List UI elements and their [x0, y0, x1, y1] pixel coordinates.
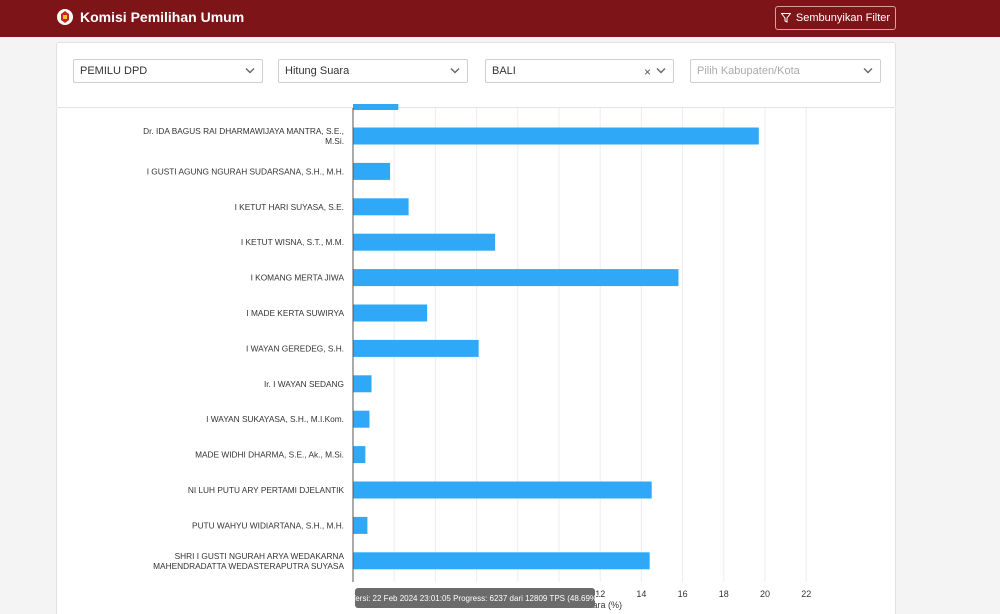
category-label: I KOMANG MERTA JIWA	[251, 273, 345, 283]
category-label: PUTU WAHYU WIDIARTANA, S.H., M.H.	[192, 520, 344, 530]
bar	[353, 233, 496, 251]
chevron-down-icon	[863, 68, 873, 74]
province-select-value: BALI	[492, 65, 516, 77]
bar	[353, 481, 652, 499]
election-select-value: PEMILU DPD	[80, 65, 148, 77]
category-label: I WAYAN GEREDEG, S.H.	[246, 343, 344, 353]
category-label: SHRI I GUSTI NGURAH ARYA WEDAKARNA	[175, 551, 345, 561]
province-select[interactable]: BALI ×	[485, 59, 674, 83]
regency-select-placeholder: Pilih Kabupaten/Kota	[697, 65, 800, 77]
filter-icon	[780, 13, 791, 23]
x-tick-label: 16	[678, 589, 688, 599]
bar	[353, 198, 409, 216]
clear-icon[interactable]: ×	[643, 65, 651, 79]
category-label: I KETUT WISNA, S.T., M.M.	[241, 237, 344, 247]
election-select[interactable]: PEMILU DPD	[73, 59, 263, 83]
category-label: I KETUT HARI SUYASA, S.E.	[235, 202, 344, 212]
mode-select[interactable]: Hitung Suara	[278, 59, 468, 83]
kpu-logo-icon	[57, 9, 73, 25]
chart-card	[56, 108, 896, 614]
bar	[353, 446, 366, 464]
progress-tooltip: Versi: 22 Feb 2024 23:01:05 Progress: 62…	[350, 588, 600, 608]
bar	[353, 516, 368, 534]
bar	[353, 127, 759, 145]
bar	[353, 162, 391, 180]
category-label: M.Si.	[325, 136, 344, 146]
top-bar: Komisi Pemilihan Umum Sembunyikan Filter	[0, 0, 1000, 37]
category-label: I MADE KERTA SUWIRYA	[246, 308, 344, 318]
brand-title: Komisi Pemilihan Umum	[80, 9, 245, 25]
bar	[353, 552, 650, 570]
x-tick-label: 18	[719, 589, 729, 599]
category-label: MAHENDRADATTA WEDASTERAPUTRA SUYASA	[153, 561, 344, 571]
x-tick-label: 12	[595, 589, 605, 599]
chevron-down-icon	[656, 68, 666, 74]
bar	[353, 269, 679, 287]
hide-filter-button[interactable]: Sembunyikan Filter	[775, 6, 896, 30]
regency-select[interactable]: Pilih Kabupaten/Kota	[690, 59, 881, 83]
category-label: Ir. I WAYAN SEDANG	[264, 379, 344, 389]
filter-card: PEMILU DPD Hitung Suara BALI × Pilih Kab…	[56, 42, 896, 108]
bar	[353, 375, 372, 393]
category-label: MADE WIDHI DHARMA, S.E., Ak., M.Si.	[195, 450, 344, 460]
chevron-down-icon	[450, 68, 460, 74]
x-tick-label: 22	[801, 589, 811, 599]
brand[interactable]: Komisi Pemilihan Umum	[56, 8, 244, 26]
category-label: I GUSTI AGUNG NGURAH SUDARSANA, S.H., M.…	[147, 166, 344, 176]
chevron-down-icon	[245, 68, 255, 74]
mode-select-value: Hitung Suara	[285, 65, 350, 77]
bar	[353, 304, 428, 322]
bar-partial	[353, 104, 399, 110]
category-label: NI LUH PUTU ARY PERTAMI DJELANTIK	[188, 485, 345, 495]
bar	[353, 410, 370, 428]
bar	[353, 339, 479, 357]
hide-filter-label: Sembunyikan Filter	[795, 12, 891, 24]
x-tick-label: 20	[760, 589, 770, 599]
x-tick-label: 14	[636, 589, 646, 599]
category-label: I WAYAN SUKAYASA, S.H., M.I.Kom.	[206, 414, 344, 424]
category-label: Dr. IDA BAGUS RAI DHARMAWIJAYA MANTRA, S…	[143, 126, 344, 136]
